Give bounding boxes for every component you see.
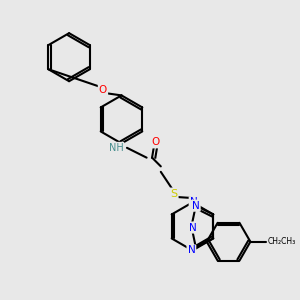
Text: O: O — [151, 137, 160, 147]
Text: NH: NH — [109, 143, 123, 153]
Text: N: N — [188, 245, 195, 256]
Text: N: N — [190, 197, 197, 207]
Text: S: S — [170, 189, 178, 199]
Text: N: N — [192, 201, 200, 211]
Text: O: O — [99, 85, 107, 95]
Text: N: N — [189, 223, 196, 232]
Text: CH₂CH₃: CH₂CH₃ — [268, 237, 296, 246]
